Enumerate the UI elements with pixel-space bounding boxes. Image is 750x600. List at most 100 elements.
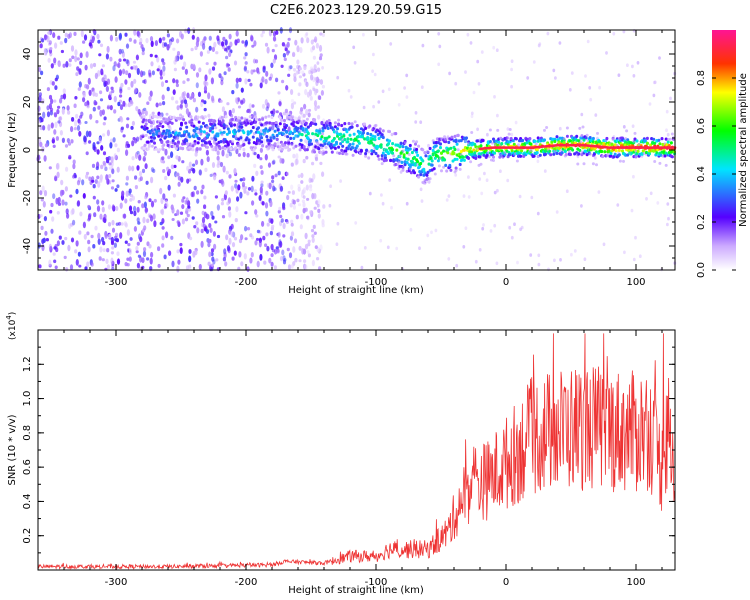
- heatmap-ridge-cell: [302, 145, 306, 149]
- heatmap-ridge-cell: [195, 127, 199, 131]
- heatmap-noise-cell: [288, 252, 293, 259]
- heatmap-noise-cell: [190, 47, 194, 52]
- heatmap-noise-cell: [93, 146, 97, 153]
- heatmap-ridge-cell: [242, 147, 246, 152]
- heatmap-noise-cell: [241, 40, 245, 44]
- heatmap-ridge-cell: [351, 153, 355, 157]
- heatmap-noise-cell: [67, 110, 71, 115]
- heatmap-ridge-cell: [376, 154, 380, 158]
- heatmap-noise-cell: [161, 235, 165, 241]
- heatmap-noise-cell: [114, 235, 118, 239]
- heatmap-noise-cell: [264, 202, 269, 209]
- heatmap-ridge-cell: [327, 135, 331, 139]
- heatmap-noise-cell: [78, 130, 82, 137]
- heatmap-ridge-cell: [582, 138, 586, 142]
- snr-plot-area: [38, 330, 675, 570]
- heatmap-ridge-cell: [259, 132, 263, 136]
- heatmap-noise-cell: [59, 116, 63, 121]
- heatmap-ridge-cell: [658, 142, 662, 146]
- heatmap-ridge-cell: [362, 128, 365, 132]
- heatmap-noise-cell: [68, 32, 72, 39]
- heatmap-noise-cell: [113, 95, 117, 103]
- heatmap-noise-cell: [83, 233, 87, 240]
- heatmap-ridge-cell: [330, 150, 334, 154]
- heatmap-ridge-cell: [444, 140, 448, 144]
- heatmap-noise-cell: [161, 58, 165, 63]
- heatmap-noise-cell: [255, 170, 259, 176]
- heatmap-noise-layer: [36, 27, 677, 273]
- heatmap-ridge-cell: [669, 141, 673, 145]
- heatmap-ridge-cell: [633, 137, 637, 141]
- heatmap-ridge-cell: [362, 131, 365, 135]
- heatmap-noise-cell: [75, 188, 79, 195]
- heatmap-noise-cell: [128, 248, 132, 255]
- heatmap-ridge-halo: [287, 139, 291, 143]
- heatmap-noise-cell: [242, 177, 246, 182]
- heatmap-noise-cell: [315, 79, 319, 87]
- heatmap-noise-cell: [203, 204, 207, 209]
- heatmap-noise-cell: [183, 61, 187, 68]
- heatmap-ridge-cell: [174, 131, 178, 135]
- heatmap-ridge-cell: [283, 118, 286, 123]
- heatmap-ridge-halo: [162, 148, 166, 152]
- heatmap-noise-cell: [530, 195, 534, 200]
- heatmap-noise-cell: [244, 39, 248, 47]
- heatmap-ridge-cell: [339, 132, 343, 136]
- heatmap-noise-cell: [300, 213, 304, 220]
- heatmap-noise-cell: [198, 67, 202, 73]
- heatmap-ridge-cell: [377, 157, 381, 161]
- heatmap-ridge-cell: [151, 114, 155, 119]
- heatmap-ridge-cell: [394, 132, 398, 136]
- heatmap-noise-cell: [64, 236, 68, 241]
- heatmap-ridge-cell: [222, 130, 226, 134]
- heatmap-noise-cell: [305, 155, 309, 160]
- heatmap-noise-cell: [218, 41, 222, 46]
- heatmap-ridge-cell: [244, 123, 248, 127]
- heatmap-ridge-cell: [663, 154, 667, 158]
- heatmap-y-tick-label: 20: [22, 96, 33, 109]
- heatmap-noise-cell: [278, 206, 282, 211]
- heatmap-noise-cell: [203, 85, 208, 93]
- heatmap-noise-cell: [205, 62, 209, 66]
- heatmap-noise-cell: [437, 62, 441, 67]
- heatmap-x-ticks: -300 -200 -100 0 100: [37, 30, 663, 288]
- heatmap-ridge-cell: [408, 147, 412, 151]
- heatmap-noise-cell: [73, 127, 77, 131]
- heatmap-noise-cell: [161, 156, 165, 161]
- heatmap-y-tick-label: 0: [22, 147, 33, 153]
- heatmap-ridge-cell: [144, 122, 148, 126]
- heatmap-ridge-cell: [652, 137, 656, 141]
- heatmap-noise-cell: [105, 174, 109, 181]
- heatmap-noise-cell: [109, 34, 113, 42]
- heatmap-noise-cell: [299, 224, 303, 230]
- heatmap-ridge-cell: [333, 121, 337, 125]
- heatmap-noise-cell: [228, 33, 232, 40]
- heatmap-ridge-cell: [348, 133, 352, 137]
- heatmap-noise-cell: [314, 77, 318, 81]
- heatmap-ridge-cell: [222, 126, 226, 130]
- heatmap-noise-cell: [57, 61, 61, 68]
- heatmap-noise-cell: [195, 221, 199, 226]
- heatmap-ridge-cell: [509, 137, 513, 141]
- heatmap-noise-cell: [362, 105, 366, 110]
- heatmap-ridge-cell: [439, 146, 442, 150]
- heatmap-noise-cell: [389, 42, 393, 46]
- heatmap-ridge-cell: [218, 147, 222, 151]
- heatmap-noise-cell: [137, 108, 141, 115]
- heatmap-noise-cell: [292, 67, 297, 72]
- heatmap-ridge-cell: [444, 163, 448, 167]
- heatmap-noise-cell: [42, 237, 46, 243]
- heatmap-ridge-cell: [338, 151, 342, 155]
- heatmap-noise-cell: [176, 171, 180, 177]
- heatmap-noise-cell: [107, 204, 112, 210]
- heatmap-ridge-cell: [164, 135, 168, 139]
- heatmap-noise-cell: [189, 96, 193, 100]
- heatmap-noise-cell: [318, 95, 322, 100]
- heatmap-noise-cell: [265, 232, 269, 237]
- heatmap-noise-cell: [67, 244, 71, 252]
- colorbar-label: Normalized spectral amplitude: [738, 73, 749, 227]
- heatmap-noise-cell: [264, 153, 268, 161]
- heatmap-noise-cell: [259, 129, 263, 133]
- heatmap-noise-cell: [495, 48, 499, 52]
- heatmap-noise-cell: [304, 264, 308, 270]
